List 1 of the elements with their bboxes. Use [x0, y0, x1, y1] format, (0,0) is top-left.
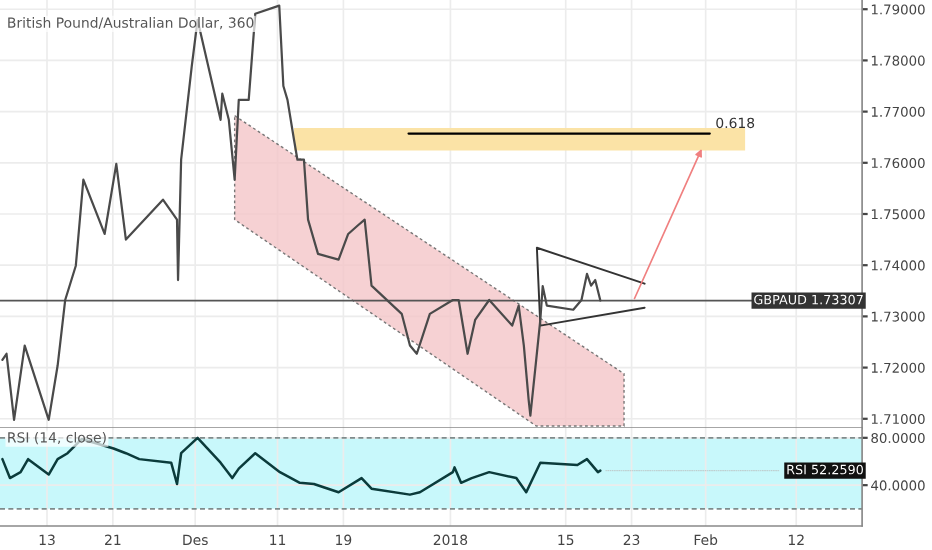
- line-series: [1, 436, 602, 496]
